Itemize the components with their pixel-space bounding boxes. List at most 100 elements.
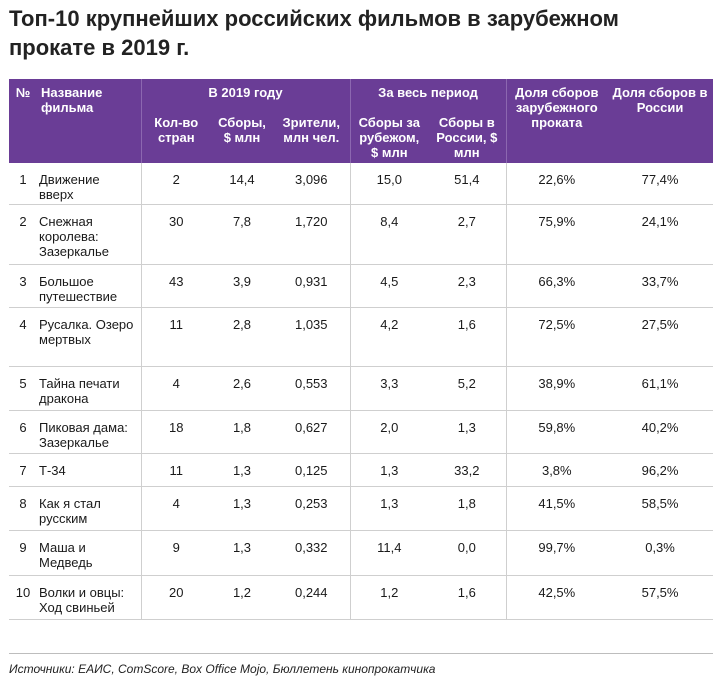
header-share-russia: Доля сборов в России — [607, 79, 714, 163]
row-share-russia: 57,5% — [607, 575, 714, 620]
row-box-2019: 3,9 — [211, 264, 273, 308]
row-share-abroad: 75,9% — [506, 204, 608, 265]
row-box-2019: 2,6 — [211, 366, 273, 411]
row-share-abroad: 66,3% — [506, 264, 608, 308]
row-box-abroad: 11,4 — [350, 530, 429, 576]
row-countries: 43 — [141, 264, 211, 308]
row-viewers: 0,931 — [273, 264, 351, 308]
header-share-abroad: Доля сборов зарубежного проката — [506, 79, 608, 163]
row-share-abroad: 41,5% — [506, 486, 608, 531]
row-share-russia: 0,3% — [607, 530, 714, 576]
table-row: 2 Снежная королева: Зазеркалье 30 7,8 1,… — [9, 204, 714, 265]
row-box-russia: 1,6 — [428, 307, 507, 367]
row-share-russia: 24,1% — [607, 204, 714, 265]
row-countries: 20 — [141, 575, 211, 620]
row-box-2019: 1,3 — [211, 486, 273, 531]
table-row: 5 Тайна печати дракона 4 2,6 0,553 3,3 5… — [9, 366, 714, 411]
row-box-russia: 1,3 — [428, 410, 507, 454]
row-viewers: 0,553 — [273, 366, 351, 411]
row-share-russia: 58,5% — [607, 486, 714, 531]
table-row: 10 Волки и овцы: Ход свиньей 20 1,2 0,24… — [9, 575, 714, 620]
row-viewers: 0,125 — [273, 453, 351, 487]
row-share-russia: 96,2% — [607, 453, 714, 487]
row-rank: 3 — [9, 264, 37, 308]
row-box-russia: 0,0 — [428, 530, 507, 576]
row-film-name: Маша и Медведь — [37, 530, 142, 576]
row-share-abroad: 99,7% — [506, 530, 608, 576]
row-countries: 11 — [141, 307, 211, 367]
row-share-abroad: 72,5% — [506, 307, 608, 367]
row-share-abroad: 22,6% — [506, 163, 608, 205]
row-box-abroad: 4,5 — [350, 264, 429, 308]
row-rank: 1 — [9, 163, 37, 205]
row-film-name: Движение вверх — [37, 163, 142, 205]
header-number: № — [9, 79, 37, 163]
row-box-russia: 1,6 — [428, 575, 507, 620]
row-countries: 18 — [141, 410, 211, 454]
row-rank: 9 — [9, 530, 37, 576]
row-rank: 5 — [9, 366, 37, 411]
row-box-russia: 1,8 — [428, 486, 507, 531]
row-countries: 9 — [141, 530, 211, 576]
row-rank: 2 — [9, 204, 37, 265]
row-film-name: Т-34 — [37, 453, 142, 487]
table-row: 8 Как я стал русским 4 1,3 0,253 1,3 1,8… — [9, 486, 714, 531]
footer-divider — [9, 653, 713, 654]
row-box-2019: 2,8 — [211, 307, 273, 367]
row-share-russia: 33,7% — [607, 264, 714, 308]
row-countries: 4 — [141, 366, 211, 411]
row-film-name: Снежная королева: Зазеркалье — [37, 204, 142, 265]
row-film-name: Пиковая дама: Зазеркалье — [37, 410, 142, 454]
row-viewers: 1,720 — [273, 204, 351, 265]
row-rank: 10 — [9, 575, 37, 620]
row-box-2019: 1,8 — [211, 410, 273, 454]
row-share-abroad: 42,5% — [506, 575, 608, 620]
header-film-name: Название фильма — [37, 79, 142, 163]
header-box-2019: Сборы, $ млн — [211, 111, 273, 163]
row-share-russia: 40,2% — [607, 410, 714, 454]
row-box-abroad: 4,2 — [350, 307, 429, 367]
row-countries: 30 — [141, 204, 211, 265]
page-title: Топ-10 крупнейших российских фильмов в з… — [9, 6, 619, 60]
header-group-period: За весь период — [350, 79, 507, 111]
row-box-russia: 2,3 — [428, 264, 507, 308]
row-viewers: 1,035 — [273, 307, 351, 367]
row-film-name: Русалка. Озеро мертвых — [37, 307, 142, 367]
row-box-russia: 51,4 — [428, 163, 507, 205]
row-film-name: Большое путешествие — [37, 264, 142, 308]
row-countries: 4 — [141, 486, 211, 531]
row-box-russia: 5,2 — [428, 366, 507, 411]
row-film-name: Волки и овцы: Ход свиньей — [37, 575, 142, 620]
row-film-name: Как я стал русским — [37, 486, 142, 531]
row-share-abroad: 3,8% — [506, 453, 608, 487]
row-viewers: 0,244 — [273, 575, 351, 620]
table-row: 9 Маша и Медведь 9 1,3 0,332 11,4 0,0 99… — [9, 530, 714, 576]
row-box-russia: 33,2 — [428, 453, 507, 487]
row-share-abroad: 38,9% — [506, 366, 608, 411]
table-row: 1 Движение вверх 2 14,4 3,096 15,0 51,4 … — [9, 163, 714, 205]
header-countries: Кол-во стран — [141, 111, 211, 163]
row-box-abroad: 15,0 — [350, 163, 429, 205]
table-row: 3 Большое путешествие 43 3,9 0,931 4,5 2… — [9, 264, 714, 308]
row-box-abroad: 1,3 — [350, 453, 429, 487]
row-viewers: 0,332 — [273, 530, 351, 576]
header-group-2019: В 2019 году — [141, 79, 351, 111]
row-box-2019: 1,3 — [211, 530, 273, 576]
row-rank: 8 — [9, 486, 37, 531]
row-share-russia: 27,5% — [607, 307, 714, 367]
row-rank: 7 — [9, 453, 37, 487]
row-box-abroad: 1,3 — [350, 486, 429, 531]
row-box-2019: 1,2 — [211, 575, 273, 620]
table-row: 7 Т-34 11 1,3 0,125 1,3 33,2 3,8% 96,2% — [9, 453, 714, 487]
row-box-abroad: 8,4 — [350, 204, 429, 265]
table-row: 6 Пиковая дама: Зазеркалье 18 1,8 0,627 … — [9, 410, 714, 454]
row-viewers: 0,253 — [273, 486, 351, 531]
row-box-2019: 7,8 — [211, 204, 273, 265]
row-film-name: Тайна печати дракона — [37, 366, 142, 411]
row-box-russia: 2,7 — [428, 204, 507, 265]
source-note: Источники: ЕАИС, ComScore, Box Office Mo… — [9, 662, 436, 676]
row-countries: 11 — [141, 453, 211, 487]
row-viewers: 0,627 — [273, 410, 351, 454]
row-countries: 2 — [141, 163, 211, 205]
row-box-abroad: 2,0 — [350, 410, 429, 454]
